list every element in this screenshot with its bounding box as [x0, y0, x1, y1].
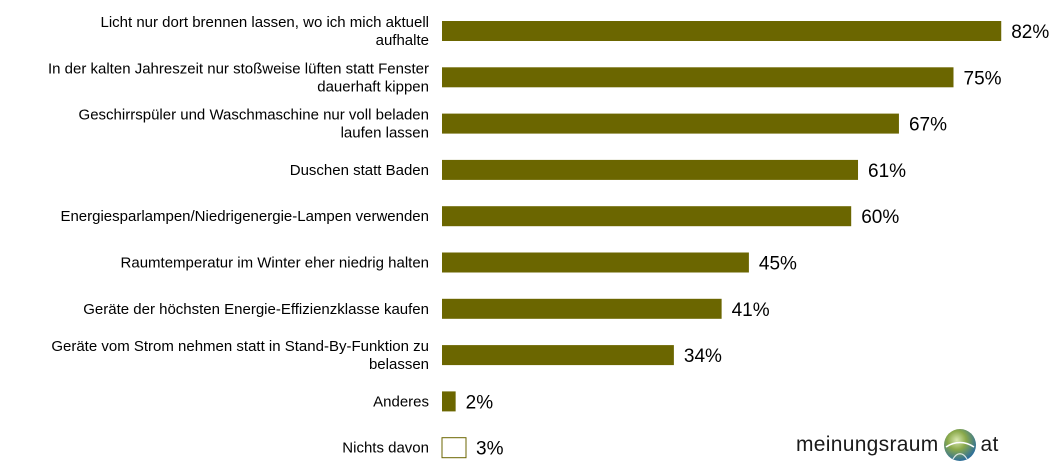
bar-8 — [442, 391, 456, 412]
bar-4 — [442, 206, 852, 227]
value-label-3: 61% — [868, 161, 906, 182]
bar-3 — [442, 159, 859, 180]
bar-5 — [442, 252, 749, 273]
value-label-6: 41% — [732, 300, 770, 321]
category-label-7-line-1: belassen — [369, 356, 429, 373]
category-label-6: Geräte der höchsten Energie-Effizienzkla… — [83, 301, 429, 318]
value-label-8: 2% — [466, 392, 494, 413]
bar-7 — [442, 345, 674, 366]
category-label-0-line-1: aufhalte — [376, 32, 429, 49]
bar-9 — [441, 437, 467, 459]
value-label-2: 67% — [909, 115, 947, 136]
category-label-8: Anderes — [373, 393, 429, 410]
logo-suffix: at — [980, 433, 999, 456]
bar-2 — [442, 113, 899, 134]
value-label-9: 3% — [476, 439, 504, 460]
value-label-4: 60% — [861, 207, 899, 228]
category-label-2-line-1: laufen lassen — [341, 125, 429, 142]
category-label-0-line-0: Licht nur dort brennen lassen, wo ich mi… — [100, 14, 429, 31]
bar-0 — [442, 21, 1002, 41]
category-label-3: Duschen statt Baden — [290, 162, 429, 179]
category-label-1-line-1: dauerhaft kippen — [317, 78, 429, 95]
category-label-7-line-0: Geräte vom Strom nehmen statt in Stand-B… — [51, 338, 429, 355]
value-label-5: 45% — [759, 254, 797, 275]
globe-icon — [943, 429, 976, 461]
category-label-2-line-0: Geschirrspüler und Waschmaschine nur vol… — [79, 107, 429, 124]
brand-logo: meinungsraum at — [796, 425, 999, 465]
value-label-0: 82% — [1011, 22, 1049, 43]
value-label-1: 75% — [964, 68, 1002, 89]
category-label-4: Energiesparlampen/Niedrigenergie-Lampen … — [60, 208, 429, 225]
bar-1 — [442, 67, 954, 88]
category-label-5: Raumtemperatur im Winter eher niedrig ha… — [121, 255, 429, 272]
category-label-9: Nichts davon — [342, 440, 429, 457]
logo-wordmark: meinungsraum — [796, 433, 939, 456]
bar-6 — [442, 298, 722, 319]
category-label-1-line-0: In der kalten Jahreszeit nur stoßweise l… — [48, 60, 429, 77]
value-label-7: 34% — [684, 346, 722, 367]
